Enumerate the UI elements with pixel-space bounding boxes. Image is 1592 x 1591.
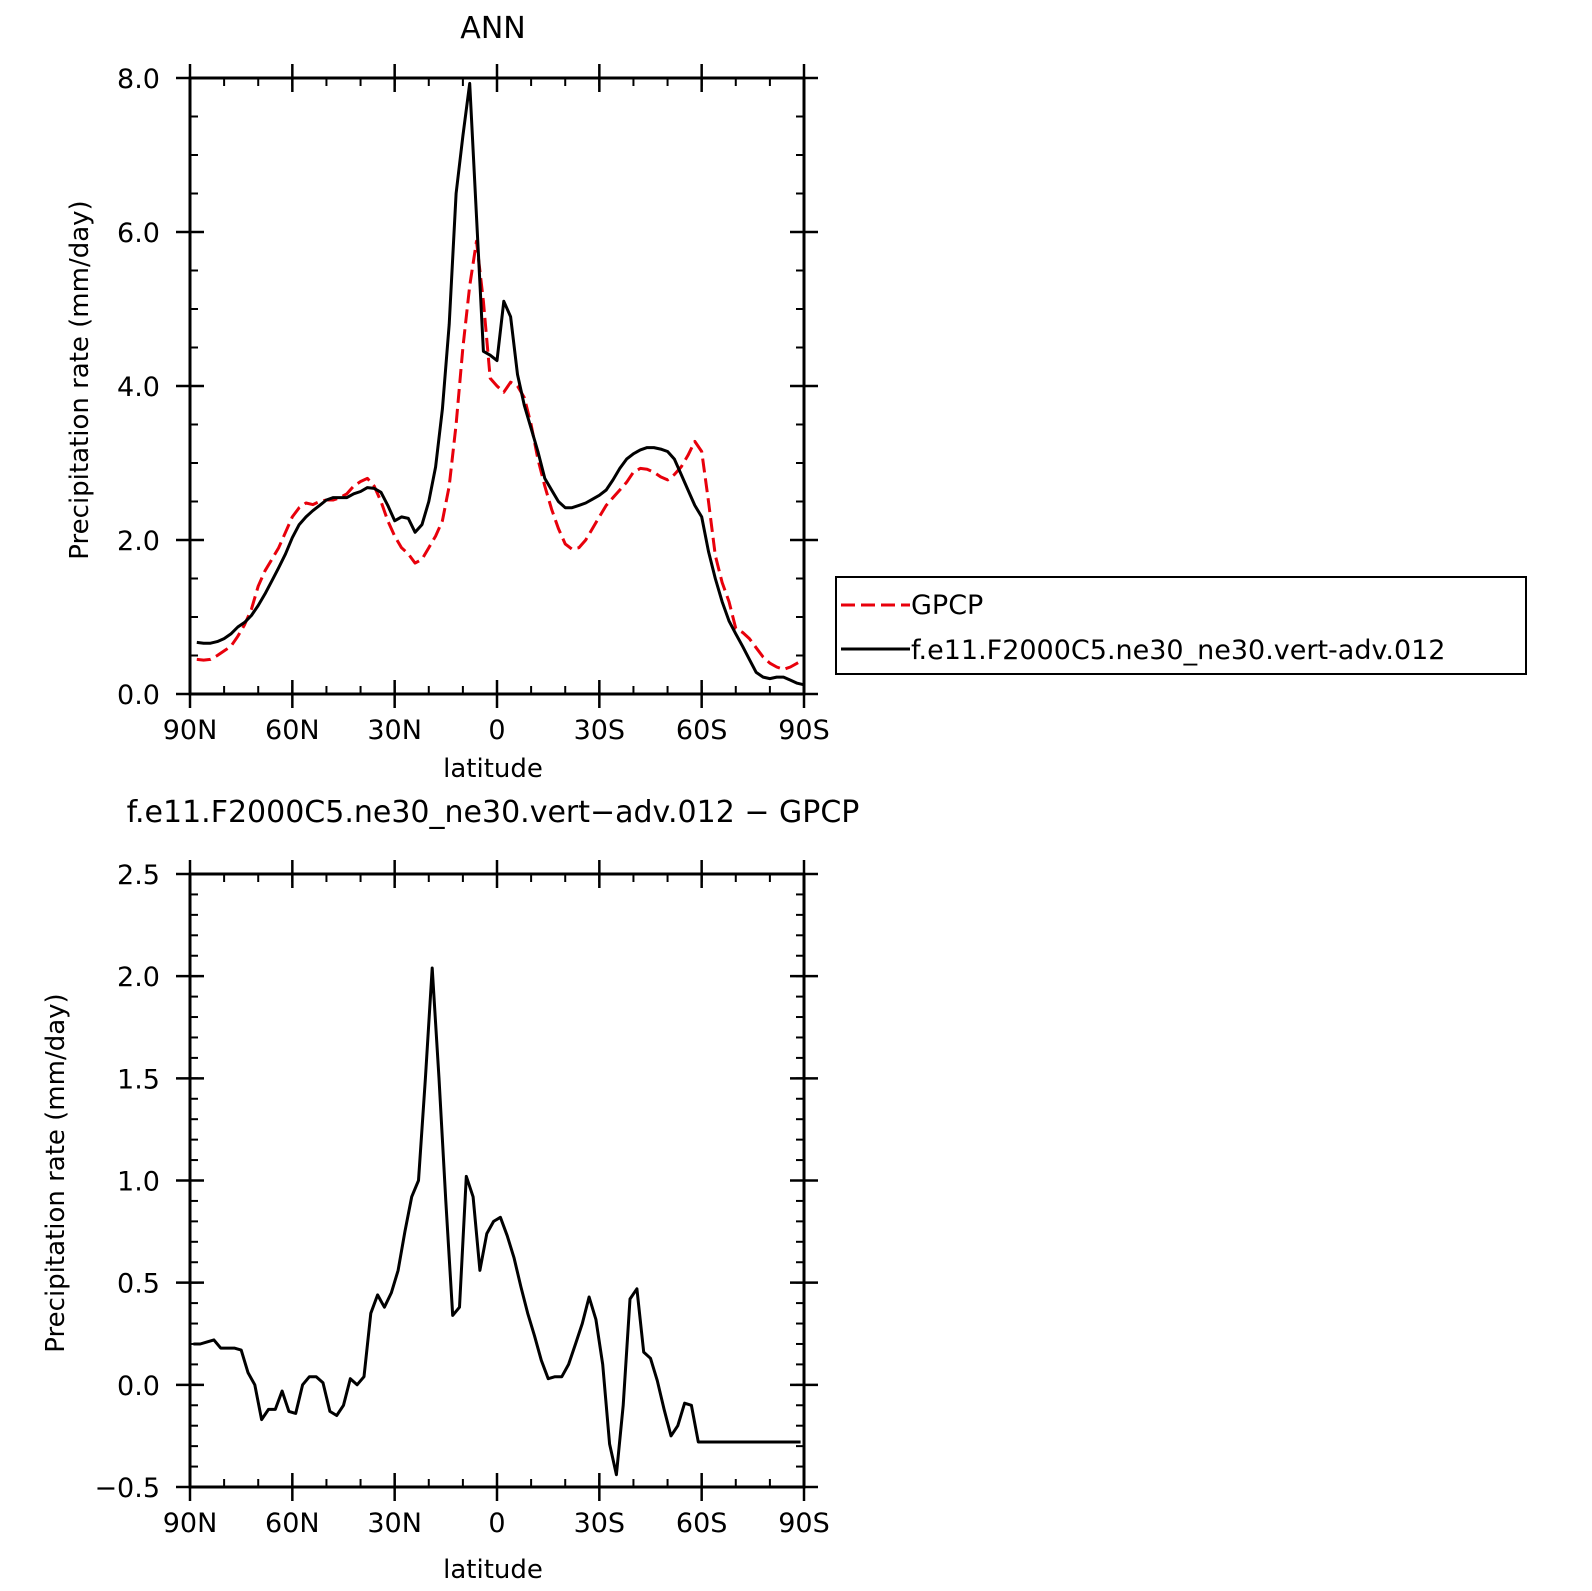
x-tick-label: 0 [488,715,505,746]
y-tick-label: 0.0 [117,1371,160,1402]
plot-frame [188,76,806,696]
y-tick-label: 8.0 [117,64,160,95]
series-group [196,81,805,687]
x-tick-label: 30N [367,715,422,746]
panel-annual-mean: ANN Precipitation rate (mm/day) latitude… [65,11,1527,784]
y-axis-label: Precipitation rate (mm/day) [41,993,71,1352]
x-tick-label: 60S [676,1508,728,1539]
x-tick-label: 60S [676,715,728,746]
y-tick-label: 2.0 [117,526,160,557]
x-tick-label: 60N [265,715,320,746]
x-tick-label: 90S [778,1508,830,1539]
tick-labels: 90N 60N 30N 0 30S 60S 90S 0.0 2.0 4.0 6.0 8.0 [117,64,830,746]
series-line-f-e11-f2000c5-ne30-ne30-vert-adv-012-gpcp [193,966,801,1477]
x-tick-label: 30N [367,1508,422,1539]
series-line-f-e11-f2000c5-ne30-ne30-vert-adv-012 [196,81,805,687]
chart-title: ANN [460,11,525,46]
y-tick-label: 0.5 [117,1269,160,1300]
y-tick-label: −0.5 [94,1473,160,1504]
x-axis-label: latitude [443,754,543,784]
legend-gpcp-label: GPCP [911,590,983,621]
y-tick-label: 6.0 [117,218,160,249]
series-line-gpcp [196,239,805,671]
x-tick-label: 0 [488,1508,505,1539]
x-tick-label: 60N [265,1508,320,1539]
x-axis-label: latitude [443,1555,543,1585]
major-ticks [176,860,818,1501]
series-group [193,966,801,1477]
y-tick-label: 4.0 [117,372,160,403]
legend: GPCP f.e11.F2000C5.ne30_ne30.vert-adv.01… [835,576,1527,675]
x-tick-label: 90N [163,1508,218,1539]
y-tick-label: 2.5 [117,860,160,891]
y-tick-label: 1.5 [117,1064,160,1095]
chart-title: f.e11.F2000C5.ne30_ne30.vert−adv.012 − G… [127,795,860,830]
legend-box [835,576,1527,675]
x-tick-label: 90N [163,715,218,746]
legend-model-label: f.e11.F2000C5.ne30_ne30.vert-adv.012 [911,635,1445,666]
y-axis-label: Precipitation rate (mm/day) [65,200,95,559]
plot-frame [188,872,806,1489]
y-tick-label: 0.0 [117,680,160,711]
x-tick-label: 90S [778,715,830,746]
y-tick-label: 2.0 [117,962,160,993]
x-tick-label: 30S [574,1508,626,1539]
x-tick-label: 30S [574,715,626,746]
tick-labels: 90N 60N 30N 0 30S 60S 90S −0.5 0.0 0.5 1.0 1.5 2.0 2.… [94,860,829,1539]
panel-difference: f.e11.F2000C5.ne30_ne30.vert−adv.012 − G… [41,795,859,1585]
y-tick-label: 1.0 [117,1167,160,1198]
